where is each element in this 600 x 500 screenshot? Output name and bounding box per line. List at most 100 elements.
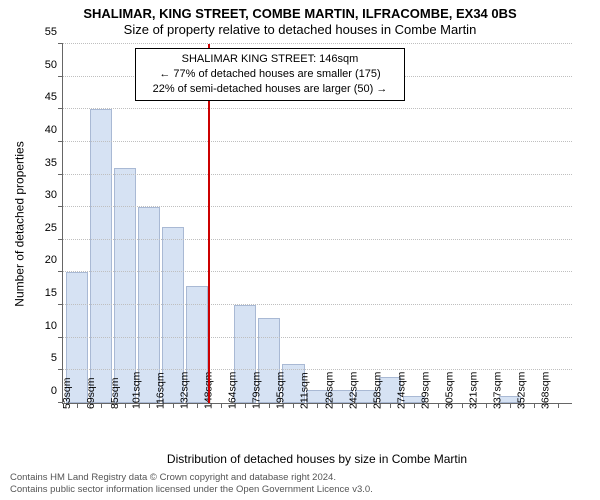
gridline (63, 141, 572, 142)
xtick-label: 53sqm (61, 377, 73, 409)
xtick-mark (245, 403, 246, 408)
xtick-mark (438, 403, 439, 408)
chart-title-line2: Size of property relative to detached ho… (0, 22, 600, 37)
ytick-mark (58, 337, 63, 338)
xtick-mark (221, 403, 222, 408)
info-box-line: 22% of semi-detached houses are larger (… (142, 82, 398, 97)
property-size-chart: SHALIMAR, KING STREET, COMBE MARTIN, ILF… (0, 0, 600, 500)
xtick-label: 274sqm (395, 372, 407, 409)
xtick-mark (510, 403, 511, 408)
bar-column: 85sqm (113, 44, 137, 403)
xtick-label: 132sqm (179, 372, 191, 409)
xtick-label: 179sqm (251, 372, 263, 409)
gridline (63, 337, 572, 338)
xtick-label: 211sqm (299, 372, 311, 409)
xtick-mark (77, 403, 78, 408)
gridline (63, 271, 572, 272)
ytick-mark (58, 206, 63, 207)
gridline (63, 108, 572, 109)
xtick-label: 69sqm (85, 377, 97, 409)
bar-column: 368sqm (546, 44, 570, 403)
xtick-mark (558, 403, 559, 408)
ytick-mark (58, 402, 63, 403)
chart-title-line1: SHALIMAR, KING STREET, COMBE MARTIN, ILF… (0, 6, 600, 21)
xtick-label: 305sqm (443, 372, 455, 409)
gridline (63, 369, 572, 370)
ytick-label: 5 (51, 352, 57, 364)
ytick-mark (58, 271, 63, 272)
xtick-mark (534, 403, 535, 408)
xtick-label: 352sqm (515, 372, 527, 409)
footer-line1: Contains HM Land Registry data © Crown c… (10, 472, 373, 484)
xtick-label: 85sqm (109, 377, 121, 409)
xtick-mark (486, 403, 487, 408)
xtick-mark (414, 403, 415, 408)
xtick-label: 242sqm (347, 372, 359, 409)
ytick-mark (58, 141, 63, 142)
ytick-label: 15 (45, 287, 57, 299)
bar-column: 69sqm (89, 44, 113, 403)
ytick-label: 30 (45, 189, 57, 201)
bar-column: 321sqm (474, 44, 498, 403)
xtick-label: 116sqm (155, 372, 167, 409)
info-box-line: ← 77% of detached houses are smaller (17… (142, 67, 398, 82)
ytick-label: 45 (45, 91, 57, 103)
xtick-label: 258sqm (371, 372, 383, 409)
xtick-label: 101sqm (130, 372, 142, 409)
footer-line2: Contains public sector information licen… (10, 484, 373, 496)
xtick-label: 164sqm (227, 372, 239, 409)
footer-attribution: Contains HM Land Registry data © Crown c… (10, 472, 373, 496)
xtick-mark (149, 403, 150, 408)
gridline (63, 304, 572, 305)
xtick-mark (293, 403, 294, 408)
xtick-mark (197, 403, 198, 408)
ytick-mark (58, 304, 63, 305)
info-box-line: SHALIMAR KING STREET: 146sqm (142, 52, 398, 67)
ytick-mark (58, 76, 63, 77)
bar (90, 109, 112, 403)
gridline (63, 239, 572, 240)
xtick-mark (366, 403, 367, 408)
xtick-mark (173, 403, 174, 408)
y-axis-label: Number of detached properties (12, 44, 28, 404)
xtick-label: 368sqm (539, 372, 551, 409)
xtick-label: 195sqm (275, 372, 287, 409)
ytick-label: 0 (51, 385, 57, 397)
gridline (63, 174, 572, 175)
bar (114, 168, 136, 403)
bar-column: 53sqm (65, 44, 89, 403)
xtick-mark (390, 403, 391, 408)
plot-area: 53sqm69sqm85sqm101sqm116sqm132sqm148sqm1… (62, 44, 572, 404)
ytick-label: 50 (45, 59, 57, 71)
xtick-mark (317, 403, 318, 408)
bar-column: 289sqm (426, 44, 450, 403)
x-axis-label: Distribution of detached houses by size … (62, 452, 572, 466)
ytick-mark (58, 369, 63, 370)
property-info-box: SHALIMAR KING STREET: 146sqm← 77% of det… (135, 48, 405, 101)
gridline (63, 43, 572, 44)
gridline (63, 206, 572, 207)
xtick-mark (342, 403, 343, 408)
ytick-mark (58, 43, 63, 44)
ytick-mark (58, 174, 63, 175)
ytick-label: 55 (45, 26, 57, 38)
xtick-label: 226sqm (323, 372, 335, 409)
xtick-label: 337sqm (491, 372, 503, 409)
xtick-mark (269, 403, 270, 408)
ytick-mark (58, 108, 63, 109)
bar-column: 337sqm (498, 44, 522, 403)
bar-column: 305sqm (450, 44, 474, 403)
xtick-mark (462, 403, 463, 408)
xtick-mark (125, 403, 126, 408)
bar-column: 352sqm (522, 44, 546, 403)
xtick-mark (101, 403, 102, 408)
ytick-label: 25 (45, 222, 57, 234)
ytick-label: 10 (45, 320, 57, 332)
xtick-label: 289sqm (419, 372, 431, 409)
bar-column: 274sqm (402, 44, 426, 403)
xtick-label: 321sqm (467, 372, 479, 409)
ytick-label: 35 (45, 157, 57, 169)
ytick-mark (58, 239, 63, 240)
ytick-label: 20 (45, 254, 57, 266)
ytick-label: 40 (45, 124, 57, 136)
